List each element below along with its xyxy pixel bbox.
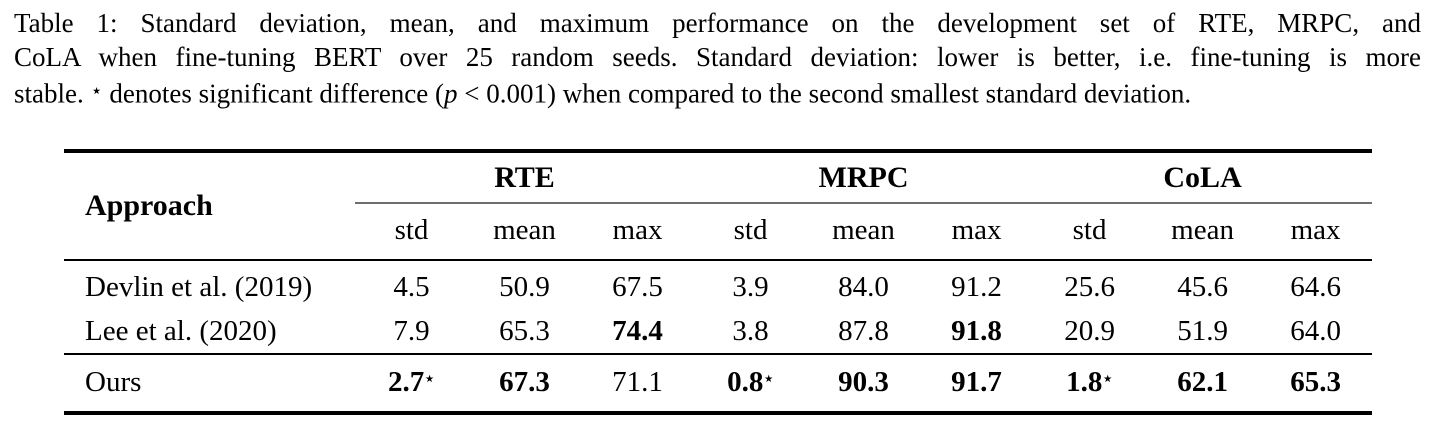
data-cell: 3.9 xyxy=(732,271,769,304)
row-label: Ours xyxy=(64,352,355,415)
data-cell: 51.9 xyxy=(1177,315,1228,348)
subheader-std-1: std xyxy=(694,203,808,262)
data-cell: 90.3 xyxy=(807,352,921,415)
data-cell: 64.6 xyxy=(1290,271,1341,304)
approach-column-header: Approach xyxy=(64,149,355,262)
subheader-max-1: max xyxy=(920,203,1034,262)
data-cell: 50.9 xyxy=(499,271,550,304)
caption-text: < 0.001) when compared to the second sma… xyxy=(457,78,1192,109)
data-cell: 20.9 xyxy=(1064,315,1115,348)
subheader-std-2: std xyxy=(1033,203,1147,262)
caption-line-3: stable. ⋆ denotes significant difference… xyxy=(14,74,1421,110)
star-symbol: ⋆ xyxy=(90,79,103,102)
data-cell: 7.9 xyxy=(393,315,430,348)
table-row: Devlin et al. (2019) 4.5 50.9 67.5 3.9 84.0 91… xyxy=(64,260,1372,309)
p-variable: p xyxy=(444,78,458,109)
data-cell: 64.0 xyxy=(1290,315,1341,348)
data-cell: 2.7⋆ xyxy=(355,352,468,415)
table-row: Lee et al. (2020) 7.9 65.3 74.4 3.8 87.8 91.8 2… xyxy=(64,309,1372,354)
subheader-mean-1: mean xyxy=(807,203,921,262)
significance-star: ⋆ xyxy=(763,368,774,389)
results-table: Approach RTE MRPC CoLA std mean max std mean… xyxy=(64,149,1373,415)
data-cell: 67.5 xyxy=(612,271,663,304)
subheader-row: std mean max std mean max std mean max xyxy=(64,203,1373,262)
caption-text: denotes significant difference ( xyxy=(102,78,445,109)
data-cell: 67.3 xyxy=(468,352,581,415)
subheader-max-2: max xyxy=(1259,203,1373,262)
subheader-mean-2: mean xyxy=(1146,203,1260,262)
data-cell: 3.8 xyxy=(732,315,769,348)
caption-line-1: Table 1: Standard deviation, mean, and m… xyxy=(14,8,1421,38)
subheader-std-0: std xyxy=(355,203,468,262)
table-row: Ours 2.7⋆ 67.3 71.1 0.8⋆ 90.3 91.7 1.8⋆ 62.1 65.3 xyxy=(64,352,1373,415)
significance-star: ⋆ xyxy=(424,368,435,389)
data-cell: 91.8 xyxy=(951,315,1002,348)
data-cell: 0.8⋆ xyxy=(694,352,808,415)
data-cell: 1.8⋆ xyxy=(1033,352,1147,415)
group-header-row: Approach RTE MRPC CoLA xyxy=(64,149,1373,262)
data-cell: 45.6 xyxy=(1177,271,1228,304)
data-cell: 4.5 xyxy=(393,271,430,304)
data-cell: 65.3 xyxy=(499,315,550,348)
significance-star: ⋆ xyxy=(1102,368,1114,389)
group-header-rte: RTE xyxy=(355,149,695,205)
data-cell: 74.4 xyxy=(612,315,663,348)
row-label: Lee et al. (2020) xyxy=(85,315,277,348)
subheader-mean-0: mean xyxy=(468,203,581,262)
data-cell: 25.6 xyxy=(1064,271,1115,304)
subheader-max-0: max xyxy=(581,203,695,262)
group-header-cola: CoLA xyxy=(1033,149,1373,205)
table-caption: Table 1: Standard deviation, mean, and m… xyxy=(14,6,1421,110)
group-header-mrpc: MRPC xyxy=(694,149,1034,205)
data-cell: 91.7 xyxy=(920,352,1034,415)
paper-page: Table 1: Standard deviation, mean, and m… xyxy=(0,6,1436,415)
row-label: Devlin et al. (2019) xyxy=(85,271,313,304)
data-cell: 91.2 xyxy=(951,271,1002,304)
data-cell: 62.1 xyxy=(1146,352,1260,415)
data-cell: 84.0 xyxy=(838,271,889,304)
data-cell: 65.3 xyxy=(1259,352,1373,415)
data-cell: 87.8 xyxy=(838,315,889,348)
caption-text: stable. xyxy=(14,78,91,109)
data-cell: 71.1 xyxy=(581,352,695,415)
caption-line-2: CoLA when fine-tuning BERT over 25 rando… xyxy=(14,42,1421,72)
